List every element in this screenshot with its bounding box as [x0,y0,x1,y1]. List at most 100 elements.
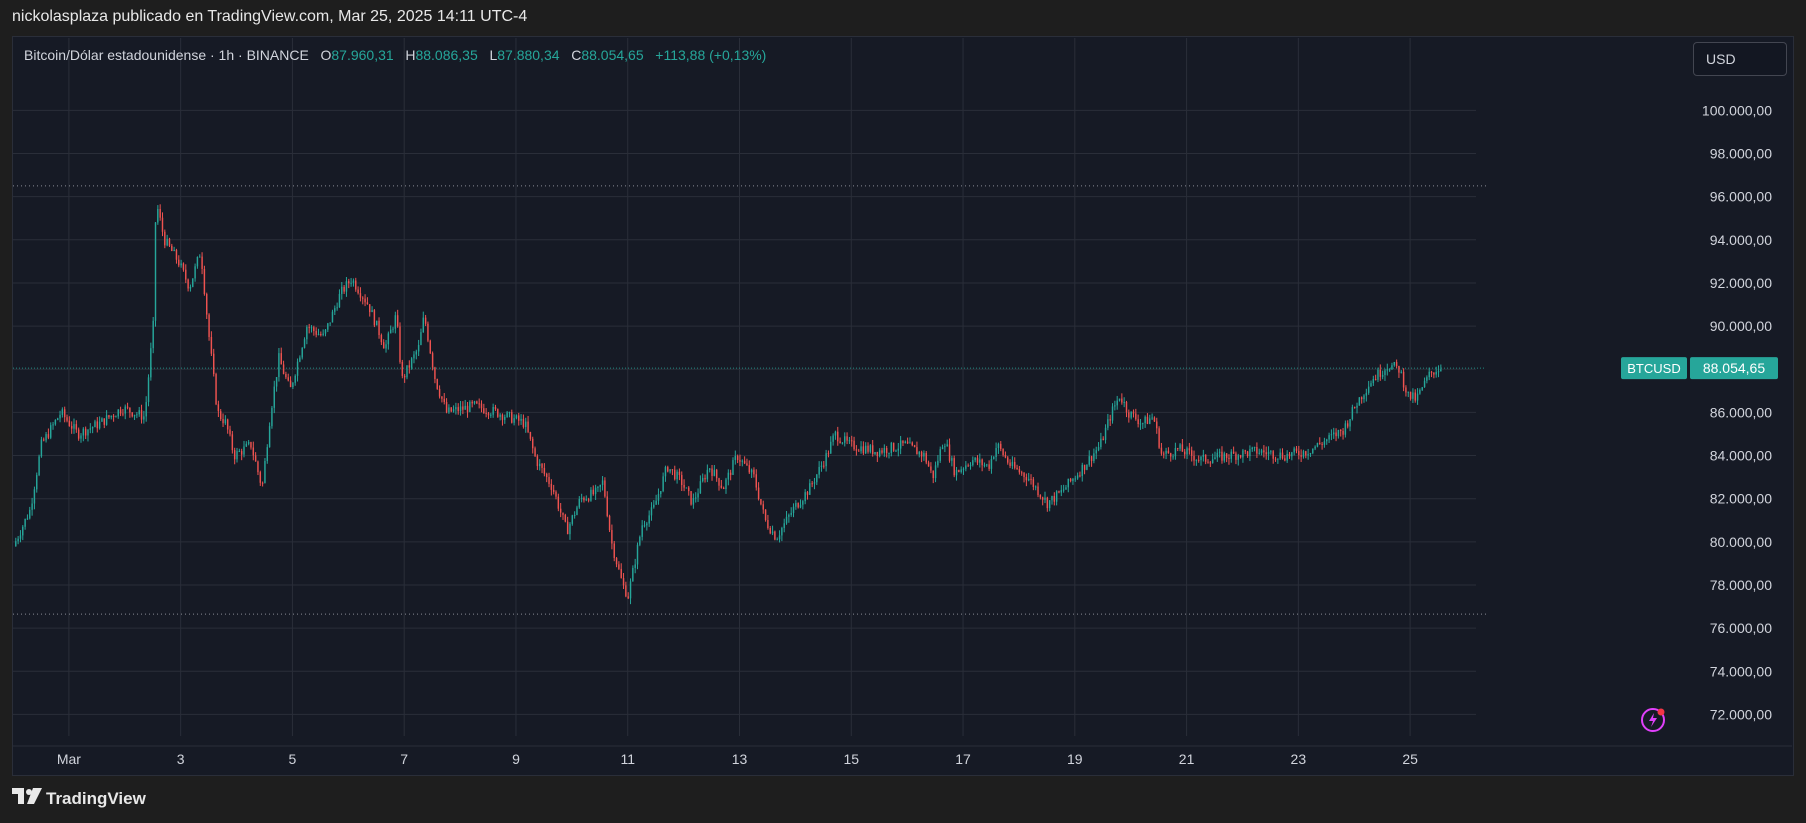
candle-body [171,245,173,252]
candle-body [406,365,408,378]
candle-body [1323,441,1326,445]
candle-body [916,447,918,455]
candle-body [885,448,888,454]
candle-body [1300,455,1302,457]
candle-body [646,523,648,526]
candle-body [641,525,643,537]
candle-body [1023,472,1025,478]
candle-body [33,489,36,504]
candle-body [1230,451,1233,459]
candle-body [124,406,126,414]
candle-body [1270,451,1272,453]
candle-body [417,344,420,352]
candle-body [674,469,676,480]
candle-body [1407,391,1409,393]
candle-body [59,414,61,419]
candle-body [816,474,818,483]
candle-body [1281,452,1284,459]
candle-body [897,448,900,451]
candle-body [264,460,266,483]
x-tick-label: 15 [843,751,859,767]
candle-body [185,269,187,280]
candle-body [82,428,85,436]
candle-body [1053,496,1056,502]
x-tick-label: 7 [400,751,408,767]
candle-body [944,446,946,448]
candle-body [122,413,124,415]
candle-body [110,415,112,418]
candle-body [1356,405,1358,408]
candle-body [1293,448,1295,453]
candle-body [1020,472,1023,474]
candle-body [1419,389,1421,394]
candle-body [925,453,927,463]
candle-body [848,440,851,442]
candle-body [1025,477,1028,481]
candle-body [229,429,231,435]
candle-body [238,451,241,453]
candle-body [736,456,739,460]
candle-body [1381,374,1384,377]
candle-body [851,440,853,442]
candle-body [939,449,941,461]
candle-body [1405,387,1407,393]
candle-body [1163,453,1165,455]
candle-body [809,483,811,495]
candle-body [655,500,657,505]
candle-body [1326,439,1328,442]
candle-body [797,503,799,508]
tradingview-brand: TradingView [12,788,146,809]
candle-body [1370,383,1372,387]
y-tick-label: 82.000,00 [1710,491,1772,507]
candle-body [273,386,275,408]
y-tick-label: 84.000,00 [1710,448,1772,464]
x-tick-label: 5 [289,751,297,767]
candle-body [1051,496,1053,501]
candle-body [669,469,671,472]
candle-body [867,445,869,452]
candle-body [396,315,399,327]
candle-body [1377,369,1379,380]
candle-body [548,477,550,484]
candle-body [718,478,720,486]
candle-body [1083,464,1086,470]
candle-body [1256,446,1258,454]
candle-body [483,408,485,413]
candle-body [1086,464,1088,470]
lightning-bolt-icon[interactable] [1640,707,1666,733]
candle-body [529,431,532,439]
currency-button[interactable]: USD [1693,42,1787,76]
candle-body [115,416,117,418]
candle-body [1298,450,1300,456]
candle-body [161,217,164,232]
candle-body [1000,443,1002,449]
candle-body [485,412,487,414]
candle-body [790,512,792,515]
candle-body [518,415,520,421]
candle-body [860,446,862,452]
candle-body [837,431,839,442]
candle-body [282,364,285,374]
candle-body [1002,448,1004,455]
candle-body [240,451,243,455]
candle-body [1065,487,1067,490]
candle-body [441,396,443,399]
candle-body [769,528,771,534]
candle-body [732,460,734,475]
candle-body [727,472,730,480]
candle-body [464,405,466,410]
candle-body [722,487,725,490]
chart-frame [12,36,1794,776]
candle-body [1321,443,1323,445]
candle-body [1395,362,1398,366]
candle-body [1340,429,1342,431]
candle-body [1330,434,1333,436]
candle-body [108,415,110,418]
candle-body [1118,398,1121,401]
candle-body [1258,452,1260,454]
candle-body [357,289,359,294]
candle-body [1277,458,1279,460]
candle-body [1328,435,1330,440]
candle-body [695,497,697,499]
